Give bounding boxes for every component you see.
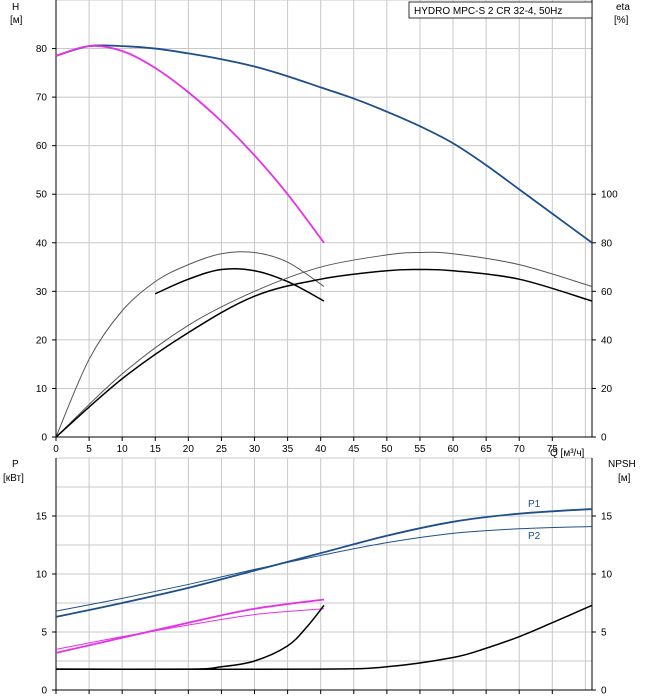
series-label-p1: P1 bbox=[528, 499, 541, 510]
p-tick-label: 10 bbox=[36, 570, 48, 581]
grid bbox=[56, 0, 592, 690]
h-tick-label: 20 bbox=[36, 335, 48, 346]
q-tick-label: 35 bbox=[282, 444, 294, 455]
bottom-series-line-2 bbox=[55, 598, 325, 654]
h-tick-label: 50 bbox=[36, 190, 48, 201]
top-series-line-0 bbox=[55, 44, 593, 244]
eta-tick-label: 100 bbox=[601, 190, 618, 201]
q-tick-label: 15 bbox=[150, 444, 162, 455]
title-box bbox=[408, 1, 593, 19]
top-series-line-1 bbox=[55, 45, 325, 244]
q-tick-label: 40 bbox=[315, 444, 327, 455]
h-tick-label: 0 bbox=[41, 433, 47, 444]
top-series-line-3 bbox=[154, 267, 325, 302]
q-tick-label: 10 bbox=[117, 444, 129, 455]
chart-title: HYDRO MPC-S 2 CR 32-4, 50Hz bbox=[414, 6, 562, 17]
h-tick-label: 40 bbox=[36, 238, 48, 249]
eta-axis-label: eta bbox=[616, 2, 630, 13]
series bbox=[55, 44, 593, 671]
top-series-line-5 bbox=[55, 268, 593, 438]
q-tick-label: 30 bbox=[249, 444, 261, 455]
h-tick-label: 70 bbox=[36, 93, 48, 104]
q-tick-label: 5 bbox=[86, 444, 92, 455]
bottom-series-line-1 bbox=[55, 525, 593, 612]
h-tick-label: 60 bbox=[36, 141, 48, 152]
top-series-line-4 bbox=[55, 251, 593, 438]
npsh-axis-label: NPSH bbox=[608, 459, 636, 470]
h-tick-label: 10 bbox=[36, 384, 48, 395]
q-tick-label: 70 bbox=[514, 444, 526, 455]
p-axis-unit: [кВт] bbox=[3, 473, 24, 484]
bottom-series-line-4 bbox=[55, 604, 325, 671]
eta-tick-label: 20 bbox=[601, 384, 613, 395]
eta-tick-label: 40 bbox=[601, 335, 613, 346]
q-tick-label: 20 bbox=[183, 444, 195, 455]
eta-tick-label: 80 bbox=[601, 238, 613, 249]
npsh-tick-label: 10 bbox=[601, 570, 613, 581]
q-tick-label: 50 bbox=[381, 444, 393, 455]
npsh-axis-unit: [м] bbox=[618, 473, 631, 484]
npsh-tick-label: 15 bbox=[601, 512, 613, 523]
bottom-series-line-3 bbox=[55, 608, 325, 650]
q-tick-label: 65 bbox=[481, 444, 493, 455]
labels: HYDRO MPC-S 2 CR 32-4, 50Hz H [м] eta [%… bbox=[3, 1, 636, 542]
h-tick-label: 80 bbox=[36, 44, 48, 55]
p-tick-label: 15 bbox=[36, 512, 48, 523]
p-axis-label: P bbox=[12, 459, 19, 470]
h-tick-label: 30 bbox=[36, 287, 48, 298]
top-series-line-2 bbox=[55, 251, 325, 438]
q-tick-label: 25 bbox=[216, 444, 228, 455]
eta-tick-label: 60 bbox=[601, 287, 613, 298]
p-tick-label: 0 bbox=[41, 686, 47, 697]
q-tick-label: 75 bbox=[547, 444, 559, 455]
npsh-tick-label: 0 bbox=[601, 686, 607, 697]
q-tick-label: 0 bbox=[53, 444, 59, 455]
npsh-tick-label: 5 bbox=[601, 628, 607, 639]
bottom-series-line-5 bbox=[55, 604, 593, 671]
h-axis-label: H bbox=[12, 2, 19, 13]
h-axis-unit: [м] bbox=[10, 15, 23, 26]
series-label-p2: P2 bbox=[528, 531, 541, 542]
q-axis-label: Q [м³/ч] bbox=[550, 448, 585, 459]
q-tick-label: 45 bbox=[348, 444, 360, 455]
q-tick-label: 55 bbox=[414, 444, 426, 455]
p-tick-label: 5 bbox=[41, 628, 47, 639]
eta-axis-unit: [%] bbox=[614, 15, 629, 26]
q-tick-label: 60 bbox=[447, 444, 459, 455]
eta-tick-label: 0 bbox=[601, 433, 607, 444]
bottom-series-line-0 bbox=[55, 508, 593, 618]
